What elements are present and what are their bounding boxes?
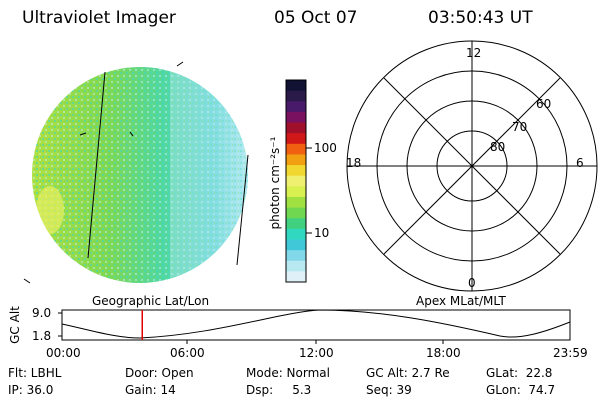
colorbar: [285, 79, 307, 283]
mlat-label-60: 60: [536, 97, 552, 111]
timeline-frame: [61, 309, 571, 341]
colorbar-frame: [285, 79, 307, 283]
limb-line: [236, 154, 249, 266]
info-mode: Mode: Normal: [246, 366, 330, 380]
colorbar-segment: [286, 218, 306, 230]
colorbar-segment: [286, 133, 306, 145]
info-seq: Seq: 39: [366, 383, 412, 397]
colorbar-segment: [286, 207, 306, 219]
info-dsp: Dsp: 5.3: [246, 383, 312, 397]
colorbar-segment: [286, 90, 306, 102]
timeline-ytick-1-8: 1.8: [32, 329, 52, 343]
mlat-label-80: 80: [490, 140, 506, 154]
colorbar-segment: [286, 101, 306, 113]
altitude-curve: [61, 309, 571, 339]
polar-plot: [346, 40, 598, 292]
colorbar-segment: [286, 154, 306, 166]
colorbar-segment: [286, 250, 306, 262]
colorbar-unit-label: photon cm⁻²s⁻¹: [268, 136, 282, 230]
colorbar-segment: [286, 80, 306, 92]
timeline-xtick-1800: 18:00: [426, 346, 461, 360]
colorbar-segment: [286, 111, 306, 124]
date-label: 05 Oct 07: [274, 8, 358, 28]
instrument-title: Ultraviolet Imager: [22, 8, 176, 28]
colorbar-segment: [286, 239, 306, 251]
mlat-label-70: 70: [512, 120, 528, 134]
colorbar-segment: [286, 186, 306, 198]
info-gc-alt: GC Alt: 2.7 Re: [366, 366, 450, 380]
colorbar-segment: [286, 143, 306, 155]
colorbar-segment: [286, 175, 306, 187]
colorbar-tick-100: 100: [314, 141, 337, 155]
timeline-ytick-9: 9.0: [32, 306, 52, 320]
terminator-line: [87, 71, 106, 259]
timeline-axis-title: GC Alt: [8, 306, 22, 344]
mlt-label-0: 0: [468, 276, 476, 290]
timeline-xtick-0000: 00:00: [46, 346, 81, 360]
timeline-xtick-1200: 12:00: [299, 346, 334, 360]
time-label: 03:50:43 UT: [428, 8, 533, 28]
timeline-xtick-0600: 06:00: [170, 346, 205, 360]
colorbar-tick-10: 10: [314, 226, 330, 240]
info-ip: IP: 36.0: [8, 383, 54, 397]
apex-projection-label: Apex MLat/MLT: [416, 294, 506, 308]
info-flt: Flt: LBHL: [8, 366, 62, 380]
info-glon: GLon: 74.7: [486, 383, 556, 397]
colorbar-segment: [286, 196, 306, 209]
info-gain: Gain: 14: [125, 383, 176, 397]
colorbar-segment: [286, 228, 306, 240]
uv-earth-image: [23, 61, 249, 284]
timeline-xtick-2359: 23:59: [553, 346, 588, 360]
mlt-label-6: 6: [576, 156, 584, 170]
geographic-projection-label: Geographic Lat/Lon: [92, 294, 210, 308]
altitude-timeline: [58, 309, 571, 344]
info-glat: GLat: 22.8: [486, 366, 553, 380]
info-door: Door: Open: [125, 366, 194, 380]
colorbar-segment: [286, 122, 306, 134]
colorbar-segment: [286, 271, 306, 283]
mlt-label-12: 12: [466, 46, 482, 60]
colorbar-segment: [286, 165, 306, 177]
colorbar-segment: [286, 260, 306, 272]
mlt-label-18: 18: [346, 156, 362, 170]
